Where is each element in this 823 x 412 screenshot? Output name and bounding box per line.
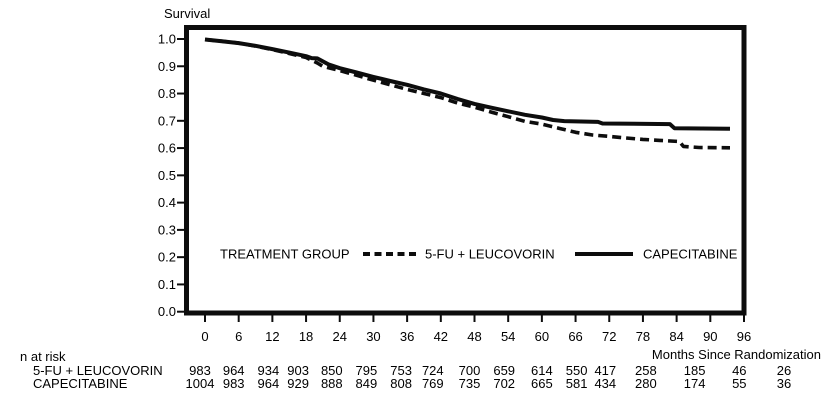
risk-table: n at risk 5-FU + LEUCOVORIN CAPECITABINE… — [20, 349, 791, 391]
x-tick-label: 54 — [501, 329, 515, 344]
risk-count: 185 — [684, 363, 706, 378]
y-axis-title: Survival — [164, 6, 210, 21]
risk-count: 735 — [459, 376, 481, 391]
risk-count: 795 — [356, 363, 378, 378]
risk-count: 55 — [732, 376, 746, 391]
x-axis-title: Months Since Randomization — [652, 347, 821, 362]
y-tick-label: 0.2 — [158, 250, 176, 265]
risk-table-heading: n at risk — [20, 349, 66, 364]
x-tick-label: 72 — [602, 329, 616, 344]
risk-count: 550 — [566, 363, 588, 378]
x-tick-label: 36 — [400, 329, 414, 344]
risk-count: 258 — [635, 363, 657, 378]
x-tick-label: 30 — [366, 329, 380, 344]
risk-numbers: 983 964 934 903 850 795 753 724 700 659 614 550 417 2… — [186, 363, 792, 391]
x-tick-label: 78 — [636, 329, 650, 344]
risk-count: 983 — [189, 363, 211, 378]
risk-count: 934 — [258, 363, 280, 378]
survival-curve-capecitabine — [204, 37, 731, 131]
risk-count: 46 — [732, 363, 746, 378]
x-tick-label: 18 — [299, 329, 313, 344]
x-tick-label: 6 — [235, 329, 242, 344]
risk-count: 888 — [321, 376, 343, 391]
risk-count: 702 — [493, 376, 515, 391]
risk-row-label-capecitabine: CAPECITABINE — [33, 376, 128, 391]
x-axis: 0 6 12 18 24 30 36 42 48 54 60 66 72 78 84 90 96 — [201, 313, 751, 344]
y-tick-label: 0.4 — [158, 195, 176, 210]
risk-count: 581 — [566, 376, 588, 391]
risk-count: 983 — [223, 376, 245, 391]
risk-count: 808 — [390, 376, 412, 391]
risk-row-label-5fu-leucovorin: 5-FU + LEUCOVORIN — [33, 363, 163, 378]
y-tick-label: 0.3 — [158, 222, 176, 237]
risk-count: 417 — [594, 363, 616, 378]
legend-label-5fu-leucovorin: 5-FU + LEUCOVORIN — [425, 247, 555, 262]
risk-count: 849 — [356, 376, 378, 391]
legend-label-capecitabine: CAPECITABINE — [643, 247, 738, 262]
risk-count: 964 — [223, 363, 245, 378]
x-tick-label: 42 — [434, 329, 448, 344]
y-tick-label: 0.5 — [158, 168, 176, 183]
x-tick-label: 60 — [535, 329, 549, 344]
x-tick-label: 66 — [568, 329, 582, 344]
y-tick-label: 0.1 — [158, 277, 176, 292]
risk-count: 434 — [594, 376, 616, 391]
risk-count: 26 — [777, 363, 791, 378]
x-tick-label: 90 — [703, 329, 717, 344]
x-tick-label: 84 — [669, 329, 683, 344]
survival-curve-5-fu-leucovorin — [204, 37, 731, 150]
risk-count: 850 — [321, 363, 343, 378]
x-tick-label: 96 — [737, 329, 751, 344]
x-tick-label: 0 — [201, 329, 208, 344]
survival-curves — [204, 37, 731, 150]
legend-title: TREATMENT GROUP — [220, 247, 350, 262]
risk-count: 700 — [459, 363, 481, 378]
risk-count: 280 — [635, 376, 657, 391]
risk-count: 769 — [422, 376, 444, 391]
plot-border — [184, 25, 747, 316]
x-tick-label: 12 — [265, 329, 279, 344]
y-tick-label: 0.8 — [158, 86, 176, 101]
y-axis: 1.0 0.9 0.8 0.7 0.6 0.5 0.4 0.3 0.2 0.1 0.0 — [158, 32, 187, 319]
risk-count: 753 — [390, 363, 412, 378]
y-tick-label: 0.0 — [158, 304, 176, 319]
y-tick-label: 0.6 — [158, 141, 176, 156]
y-tick-label: 0.7 — [158, 113, 176, 128]
x-tick-label: 48 — [467, 329, 481, 344]
risk-count: 964 — [258, 376, 280, 391]
risk-count: 724 — [422, 363, 444, 378]
risk-count: 614 — [531, 363, 553, 378]
y-tick-label: 1.0 — [158, 32, 176, 47]
x-tick-label: 24 — [333, 329, 347, 344]
legend: TREATMENT GROUP 5-FU + LEUCOVORIN CAPECI… — [220, 247, 738, 262]
y-tick-label: 0.9 — [158, 59, 176, 74]
risk-count: 36 — [777, 376, 791, 391]
risk-count: 174 — [684, 376, 706, 391]
risk-count: 903 — [287, 363, 309, 378]
risk-count: 929 — [287, 376, 309, 391]
risk-count: 659 — [493, 363, 515, 378]
risk-count: 665 — [531, 376, 553, 391]
risk-count: 1004 — [186, 376, 215, 391]
